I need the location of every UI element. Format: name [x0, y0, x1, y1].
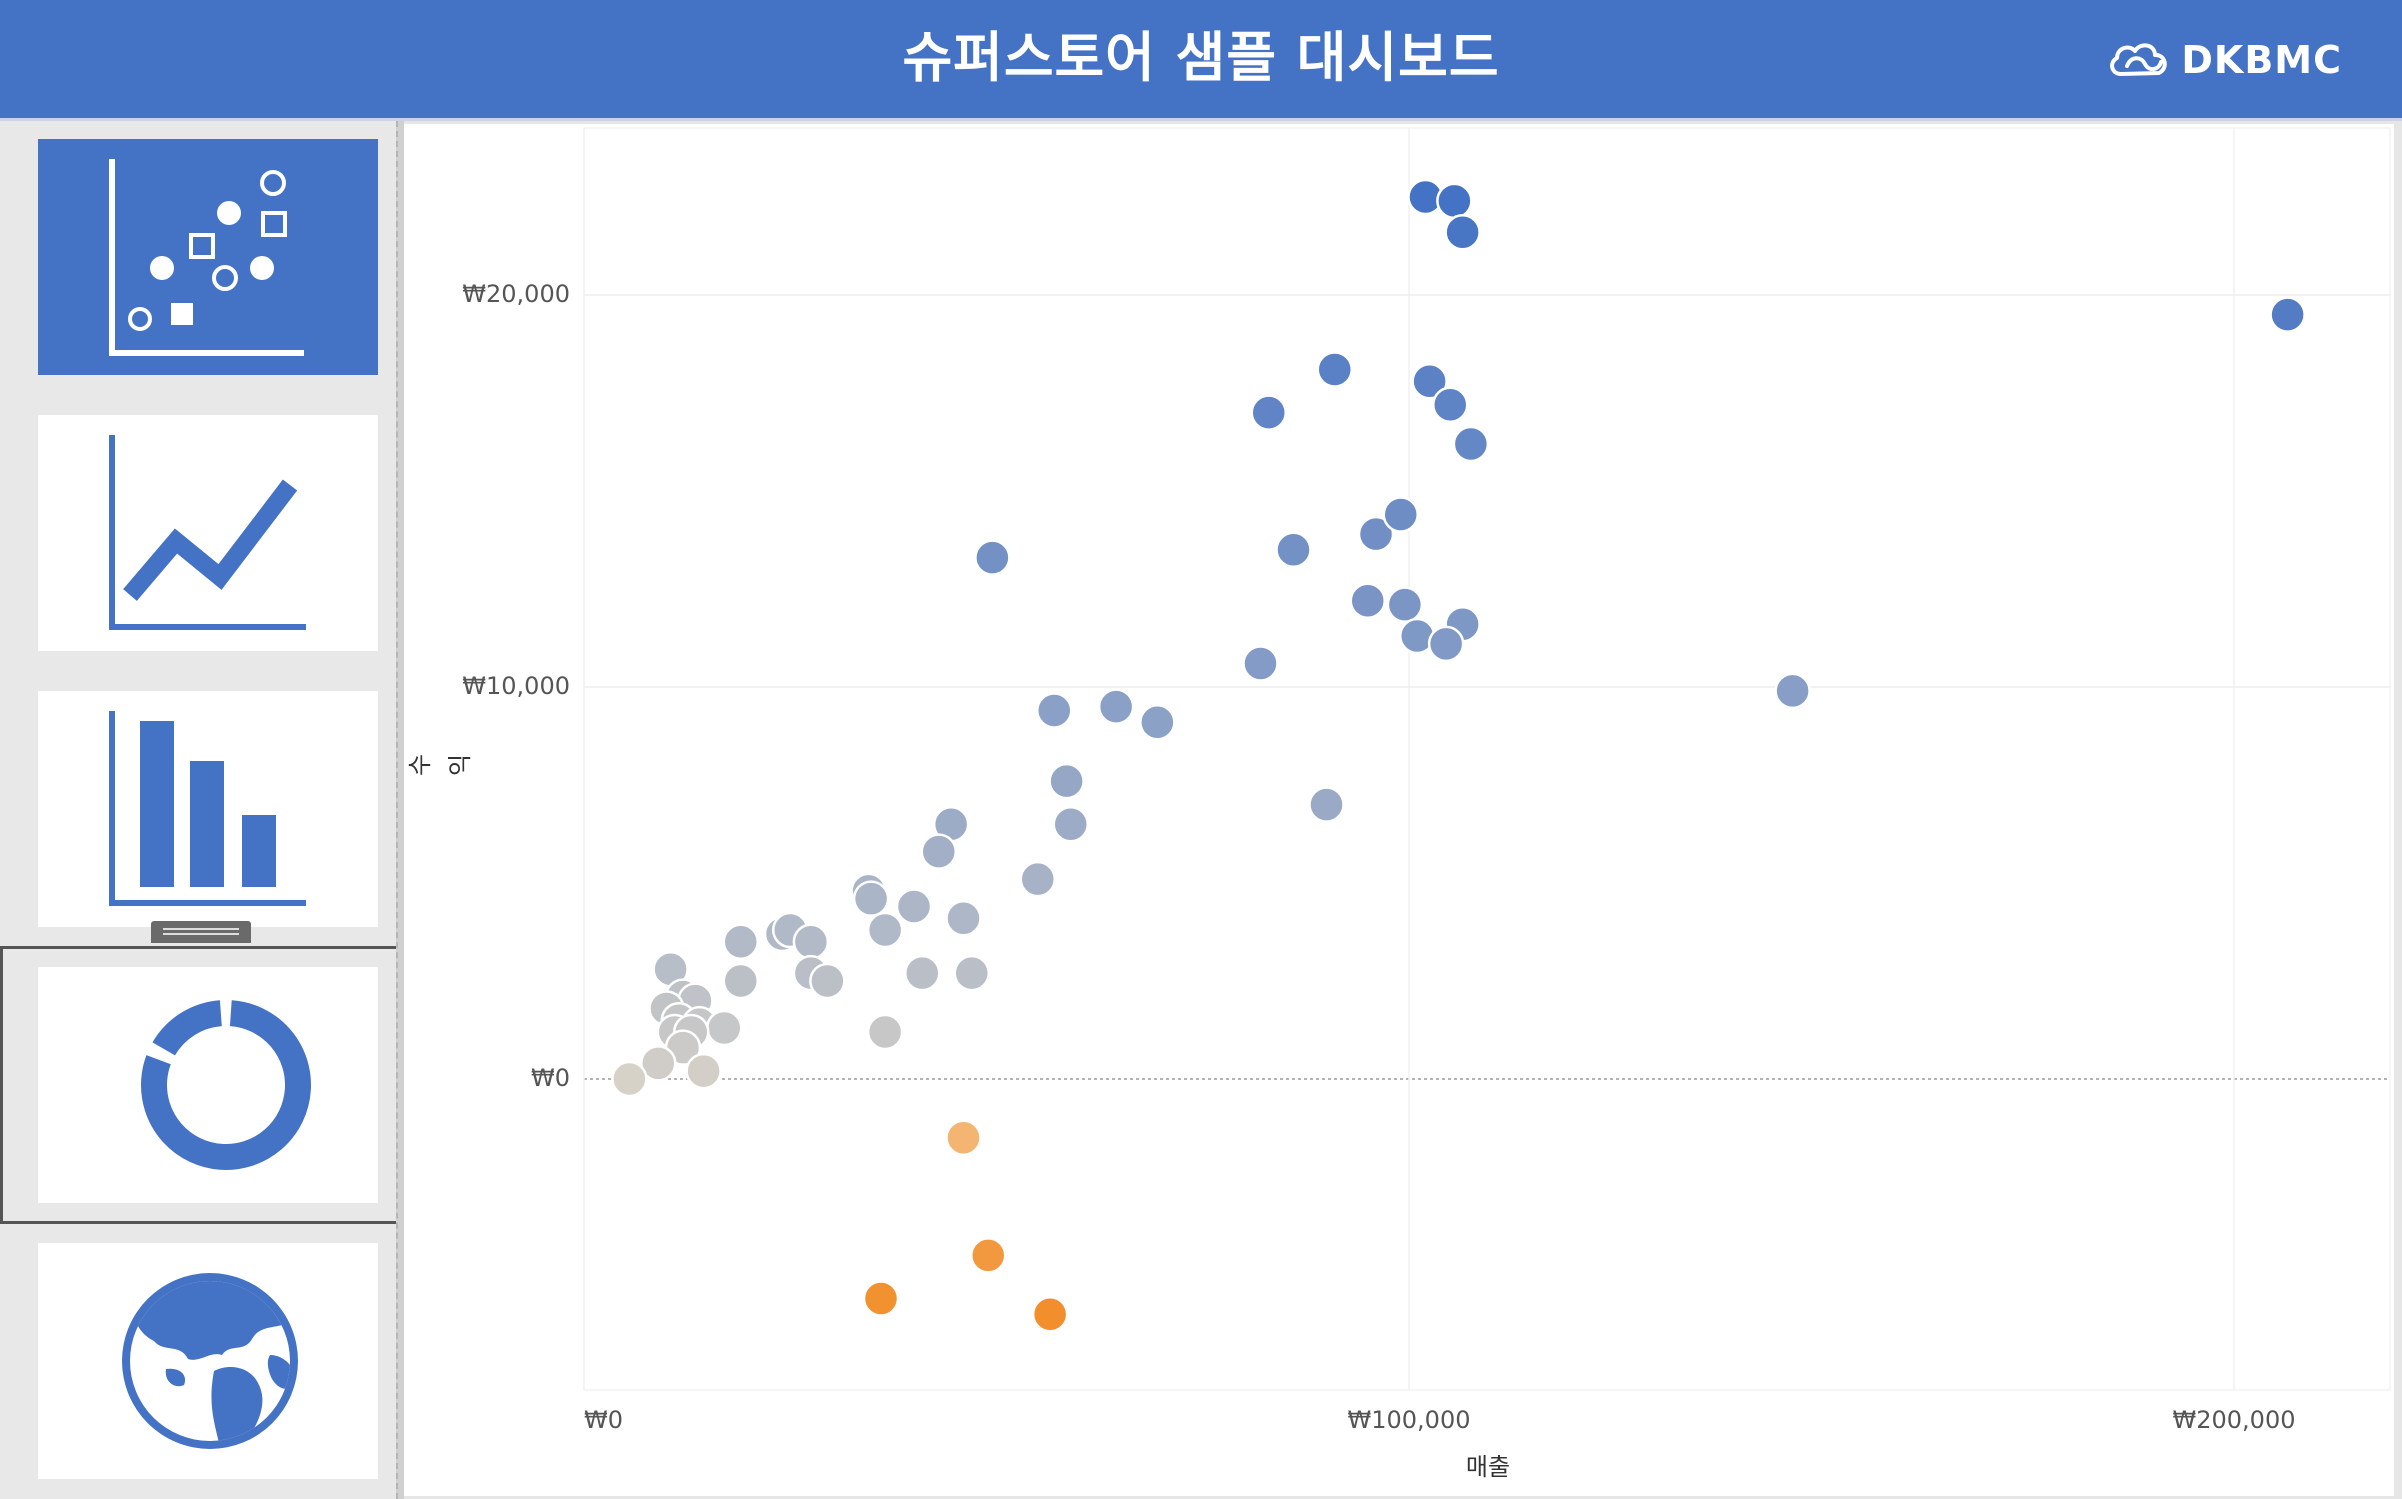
data-point [1774, 672, 1811, 710]
data-point [1436, 182, 1473, 220]
dashboard-title: 슈퍼스토어 샘플 대시보드 [902, 26, 1500, 89]
data-point [722, 962, 759, 1000]
cloud-logo-icon [2110, 43, 2168, 76]
sidebar-item-scatter[interactable] [38, 139, 378, 375]
sidebar-item-donut[interactable] [38, 967, 378, 1203]
data-point [1242, 645, 1279, 682]
scatter-chart [583, 127, 2391, 1391]
data-point [1452, 425, 1490, 463]
data-point [1382, 496, 1419, 533]
data-point [1316, 351, 1353, 388]
dkbmc-logo: DKBMC [2107, 32, 2342, 88]
data-point [852, 880, 890, 917]
data-point [809, 962, 846, 1000]
data-point [1250, 394, 1287, 431]
data-point [640, 1045, 677, 1082]
data-point [1349, 582, 1386, 620]
sidebar-item-line[interactable] [38, 415, 378, 651]
data-point [862, 1280, 900, 1317]
data-point [1432, 386, 1469, 424]
data-point [1019, 860, 1056, 898]
sidebar-item-map[interactable] [38, 1243, 378, 1479]
data-point [1427, 625, 1465, 663]
data-point [1411, 362, 1448, 400]
dashboard-header: 슈퍼스토어 샘플 대시보드 DKBMC [0, 0, 2402, 118]
data-point [1444, 214, 1481, 251]
data-point [1097, 688, 1135, 725]
scatter-chart-panel [404, 124, 2394, 1496]
tile-drag-handle[interactable] [151, 921, 251, 943]
data-point [866, 1013, 904, 1051]
line-chart-icon [109, 435, 306, 630]
plot-area [583, 127, 2391, 1391]
data-point [953, 954, 990, 992]
sidebar [0, 121, 396, 1499]
data-point [1048, 762, 1085, 800]
data-point [1275, 531, 1312, 569]
data-point [685, 1052, 722, 1090]
data-point [611, 1060, 648, 1098]
data-point [895, 888, 933, 925]
sidebar-item-bar[interactable] [38, 691, 378, 927]
x-tick-label: ₩200,000 [2172, 1406, 2296, 1434]
data-point [1036, 692, 1073, 729]
data-point [1357, 515, 1395, 553]
data-point [1139, 704, 1176, 741]
data-point [904, 954, 941, 992]
data-point [1308, 786, 1345, 823]
data-point [974, 539, 1011, 576]
data-point [792, 923, 830, 961]
y-tick-label: ₩20,000 [462, 280, 570, 308]
data-point [945, 1119, 982, 1157]
globe-icon [122, 1273, 298, 1449]
data-point [2269, 296, 2306, 333]
y-tick-label: ₩0 [531, 1064, 570, 1092]
data-point [1386, 586, 1424, 623]
header-divider [0, 118, 2402, 121]
y-tick-label: ₩10,000 [462, 672, 570, 700]
x-tick-label: ₩0 [584, 1406, 623, 1434]
scatter-chart-icon [109, 159, 304, 356]
data-point [920, 833, 957, 870]
panel-splitter[interactable] [396, 121, 404, 1499]
data-point [970, 1237, 1007, 1274]
data-point [722, 923, 759, 961]
data-point [1052, 805, 1089, 843]
data-point [945, 900, 982, 937]
x-axis-label: 매출 [1465, 1453, 1511, 1481]
data-point [866, 911, 904, 949]
y-axis-label: 수익 [406, 753, 474, 777]
x-tick-label: ₩100,000 [1347, 1406, 1471, 1434]
data-point [1031, 1295, 1069, 1333]
data-point [706, 1009, 743, 1047]
logo-text: DKBMC [2181, 38, 2342, 82]
donut-chart-icon [141, 1000, 311, 1170]
bar-chart-icon [109, 711, 306, 906]
